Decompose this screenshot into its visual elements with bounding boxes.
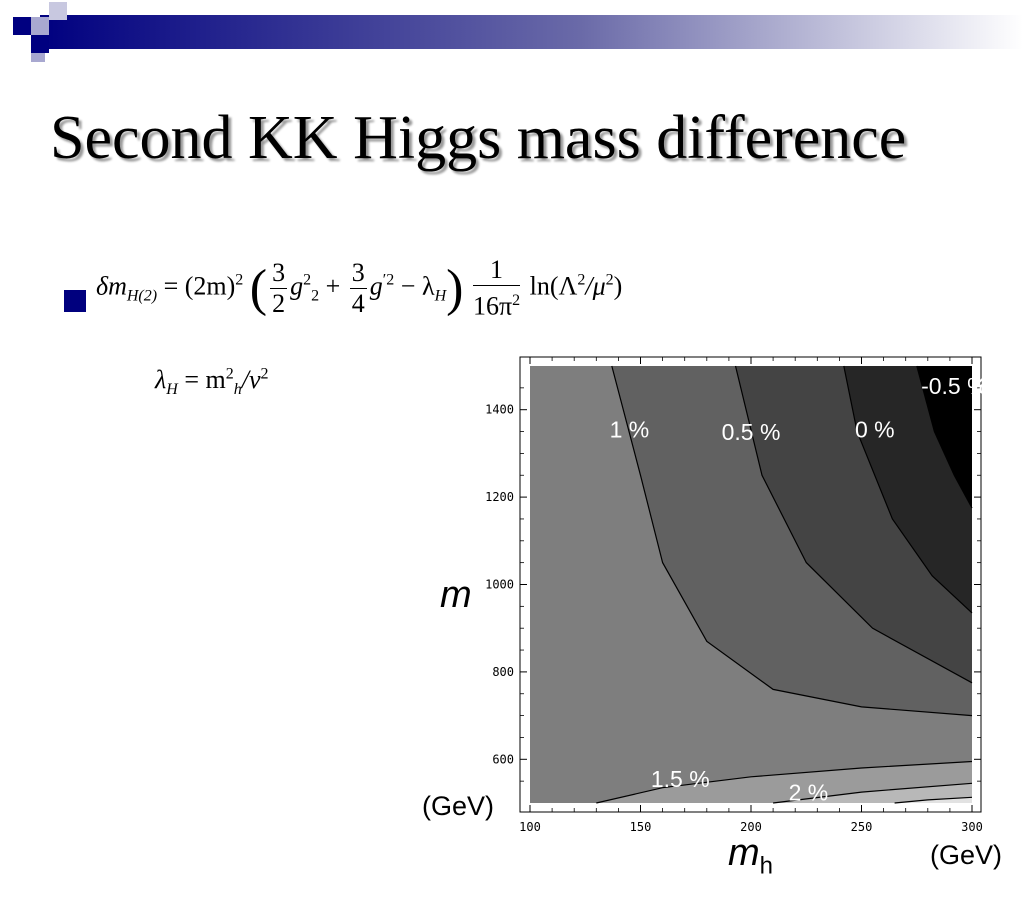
- x-tick-label: 300: [961, 820, 983, 834]
- contour-label: 0.5 %: [722, 419, 781, 445]
- log-sup: 2: [577, 271, 586, 289]
- lambda-rest: /v: [241, 365, 261, 394]
- formula-lhs: δm: [96, 271, 127, 301]
- lambda-msub: h: [233, 381, 242, 399]
- square-dark-2: [31, 35, 49, 53]
- contour-region-7: [916, 366, 972, 508]
- contour-region-2: [596, 761, 972, 803]
- y-tick-label: 600: [492, 752, 514, 766]
- formula-lhs-sub: H(2): [126, 287, 158, 305]
- lambda-lhs: λ: [155, 365, 167, 394]
- square-dark-1: [13, 17, 31, 35]
- contour-line-1: [773, 782, 973, 804]
- contour-label: 1.5 %: [651, 766, 710, 792]
- contour-label: -0.5 %: [921, 373, 987, 399]
- slide-title: Second KK Higgs mass difference: [50, 104, 907, 172]
- x-axis-label-main: m: [728, 832, 760, 874]
- square-light-1: [31, 17, 49, 35]
- lambda-lhs-sub: H: [166, 381, 178, 399]
- g2-sup: 2: [303, 271, 312, 289]
- contour-label: 0 %: [855, 417, 895, 443]
- gprime-sup: ′2: [382, 271, 395, 289]
- y-tick-label: 1200: [485, 490, 514, 504]
- title-bar-decoration: [13, 2, 1023, 62]
- bullet-square: [64, 290, 86, 312]
- gradient-bar: [40, 15, 1023, 49]
- square-light-2: [49, 2, 67, 20]
- close-paren: ): [446, 259, 464, 317]
- lambda-formula: λH = m2h/v2: [155, 365, 268, 399]
- x-tick-label: 150: [630, 820, 652, 834]
- contour-region-4: [611, 366, 972, 716]
- contour-line-4: [734, 365, 973, 684]
- open-paren: (: [249, 259, 268, 317]
- y-tick-label: 800: [492, 665, 514, 679]
- gprime-symbol: g: [369, 271, 383, 301]
- y-tick-label: 1000: [485, 578, 514, 592]
- fraction-1-16pi2: 1 16π2: [472, 255, 521, 321]
- x-tick-label: 250: [851, 820, 873, 834]
- g2-symbol: g: [290, 271, 304, 301]
- log-mid: /μ: [585, 271, 606, 301]
- log-term: ln(Λ: [529, 271, 578, 301]
- x-axis-label-sub: h: [759, 852, 774, 880]
- log-end: ): [613, 271, 623, 301]
- plus-sign: +: [325, 271, 341, 301]
- lambda-eq: = m: [184, 365, 226, 394]
- lambda-vsup: 2: [260, 365, 269, 383]
- contour-line-0: [894, 796, 973, 804]
- contour-line-6: [916, 365, 973, 509]
- y-axis-unit: (GeV): [422, 791, 495, 821]
- x-axis-label: mh: [728, 832, 773, 881]
- y-axis-label: m: [440, 574, 472, 616]
- minus-lambda: − λ: [400, 271, 435, 301]
- formula-eq-sup: 2: [235, 271, 244, 289]
- contour-region-5: [735, 366, 972, 683]
- x-tick-label: 200: [740, 820, 762, 834]
- lambda-msup: 2: [225, 365, 234, 383]
- g2-sub: 2: [311, 287, 320, 305]
- x-tick-label: 100: [519, 820, 541, 834]
- y-tick-label: 1400: [485, 403, 514, 417]
- contour-line-5: [843, 365, 973, 614]
- formula-eq: = (2m): [163, 271, 236, 301]
- contour-label: 1 %: [610, 417, 650, 443]
- contour-line-2: [596, 760, 973, 804]
- contour-label: 2 %: [789, 779, 829, 805]
- x-axis-unit: (GeV): [930, 840, 1003, 870]
- contour-line-3: [611, 365, 973, 717]
- contour-region-3: [530, 366, 972, 803]
- contour-region-6: [843, 366, 972, 613]
- mass-difference-formula: δmH(2) = (2m)2 (3 2 g22 + 3 4 g′2 − λH) 1 16π…: [96, 255, 622, 322]
- square-light-3: [31, 53, 45, 62]
- lambda-sub: H: [434, 287, 447, 305]
- contour-region-1: [773, 783, 972, 803]
- log-sup2: 2: [605, 271, 614, 289]
